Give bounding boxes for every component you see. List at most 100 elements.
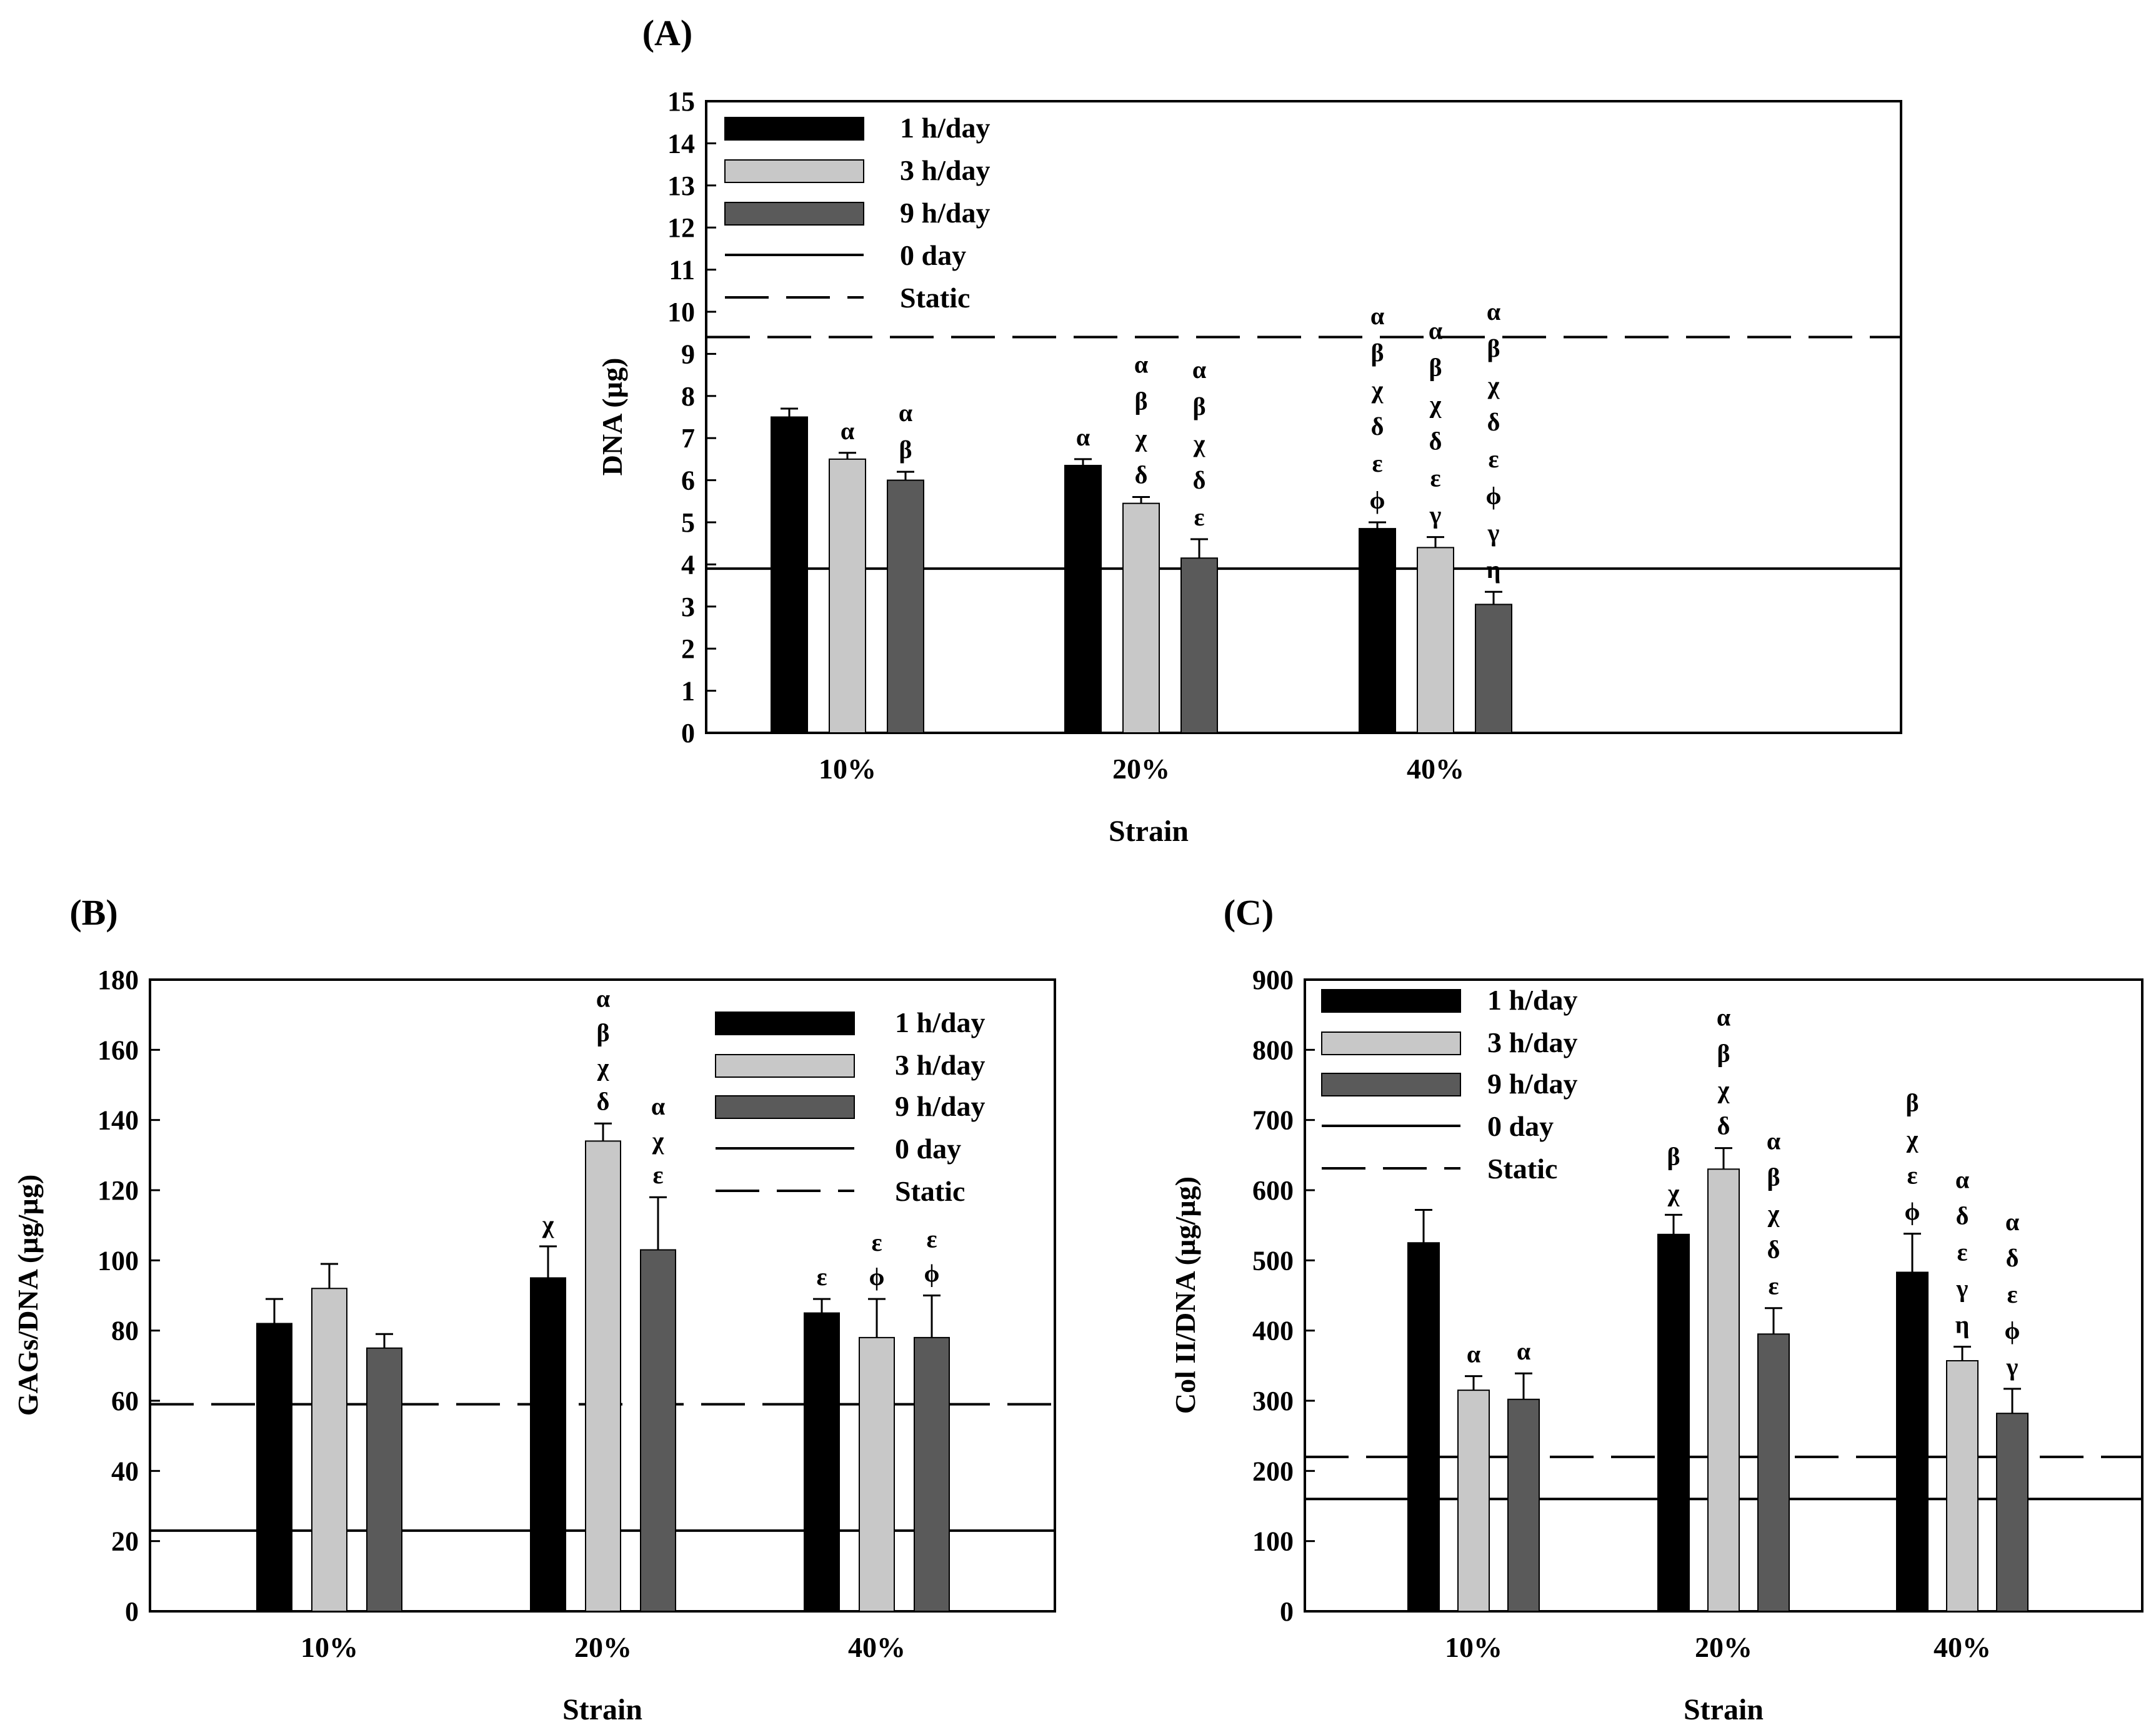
annotation-a-1-1-1: β bbox=[1134, 387, 1147, 415]
legend-label-b-4: 0 day bbox=[895, 1133, 961, 1165]
legend-swatch-b-1 bbox=[715, 1012, 855, 1035]
legend-label-c-5: Static bbox=[1487, 1153, 1557, 1185]
legend-label-c-1: 1 h/day bbox=[1487, 984, 1577, 1016]
y-tick-label-c-6: 600 bbox=[1252, 1175, 1294, 1206]
x-axis-label-b: Strain bbox=[562, 1693, 642, 1726]
bar-c-1-1 bbox=[1707, 1168, 1740, 1613]
y-tick-label-c-8: 800 bbox=[1252, 1035, 1294, 1065]
annotation-c-1-2-4: ε bbox=[1768, 1272, 1779, 1300]
annotation-b-1-1-2: χ bbox=[597, 1053, 609, 1081]
y-tick-label-c-0: 0 bbox=[1280, 1596, 1294, 1627]
bar-c-2-0 bbox=[1896, 1271, 1929, 1613]
legend-swatch-a-1 bbox=[724, 117, 864, 141]
annotation-a-2-0-2: χ bbox=[1371, 375, 1384, 404]
y-axis-b: GAGs/DNA (µg/µg) bbox=[12, 1175, 44, 1416]
annotation-c-1-2-1: β bbox=[1767, 1163, 1780, 1191]
y-tick-label-a-0: 0 bbox=[681, 718, 695, 748]
y-tick-label-b-9: 180 bbox=[97, 965, 139, 995]
bar-a-2-1 bbox=[1417, 547, 1454, 733]
category-labels-a: 10% 20% 40% bbox=[819, 753, 1464, 785]
legend-label-c-3: 9 h/day bbox=[1487, 1068, 1577, 1100]
annotation-b-1-0-0: χ bbox=[542, 1210, 554, 1238]
bar-b-2-2 bbox=[914, 1336, 950, 1612]
annotation-b-1-1-3: δ bbox=[597, 1087, 610, 1115]
annotation-a-1-2-1: β bbox=[1192, 392, 1205, 420]
bar-c-2-2 bbox=[1996, 1413, 2029, 1612]
bar-a-2-0 bbox=[1359, 528, 1396, 733]
annotation-c-2-0-3: ϕ bbox=[1905, 1198, 1920, 1226]
y-tick-label-c-3: 300 bbox=[1252, 1386, 1294, 1416]
legend-swatch-c-2 bbox=[1321, 1032, 1461, 1055]
annotation-c-0-2-0: α bbox=[1517, 1337, 1530, 1365]
plot-frame-a bbox=[705, 100, 1902, 734]
y-tick-label-b-3: 60 bbox=[111, 1386, 139, 1416]
y-tick-label-a-2: 2 bbox=[681, 634, 695, 664]
y-tick-label-a-11: 11 bbox=[669, 255, 695, 286]
y-tick-label-b-8: 160 bbox=[97, 1035, 139, 1065]
legend-label-c-4: 0 day bbox=[1487, 1110, 1554, 1142]
y-ticks-b: 0 20 40 60 80 100 120 140 160 180 bbox=[97, 965, 160, 1627]
y-tick-label-a-3: 3 bbox=[681, 592, 695, 622]
legend-swatch-b-3 bbox=[715, 1095, 855, 1119]
annotation-c-2-0-2: ε bbox=[1907, 1161, 1917, 1190]
legend-label-a-1: 1 h/day bbox=[900, 112, 990, 144]
legend-label-b-5: Static bbox=[895, 1175, 965, 1207]
bar-a-1-1 bbox=[1122, 502, 1160, 733]
category-labels-b: 10% 20% 40% bbox=[301, 1631, 906, 1663]
annotation-b-1-1-0: α bbox=[596, 984, 610, 1012]
category-label-a-1: 20% bbox=[1112, 753, 1170, 785]
legend-label-a-4: 0 day bbox=[900, 239, 966, 271]
y-tick-label-a-15: 15 bbox=[667, 86, 695, 117]
annotation-a-2-2-3: δ bbox=[1487, 408, 1500, 436]
annotation-a-2-1-2: χ bbox=[1429, 390, 1442, 419]
category-labels-c: 10% 20% 40% bbox=[1445, 1631, 1991, 1663]
y-tick-label-b-5: 100 bbox=[97, 1245, 139, 1276]
legend-label-c-2: 3 h/day bbox=[1487, 1027, 1577, 1058]
annotation-b-2-2-1: ϕ bbox=[924, 1260, 940, 1288]
category-label-a-0: 10% bbox=[819, 753, 876, 785]
y-tick-label-c-9: 900 bbox=[1252, 965, 1294, 995]
x-axis-label-c: Strain bbox=[1684, 1693, 1764, 1726]
annotation-c-1-1-1: β bbox=[1717, 1040, 1730, 1068]
annotation-c-2-1-0: α bbox=[1955, 1166, 1969, 1194]
annotation-a-2-2-5: ϕ bbox=[1486, 482, 1502, 510]
y-ticks-c: 0 100 200 300 400 500 600 700 800 900 bbox=[1252, 965, 1315, 1627]
bar-b-0-2 bbox=[366, 1347, 402, 1612]
y-tick-label-b-4: 80 bbox=[111, 1316, 139, 1346]
bar-a-0-0 bbox=[771, 416, 808, 733]
annotation-c-2-2-3: ϕ bbox=[2005, 1316, 2020, 1345]
bar-a-0-1 bbox=[829, 458, 866, 734]
legend-label-a-5: Static bbox=[900, 282, 970, 314]
y-axis-a: DNA (µg) bbox=[596, 358, 628, 476]
annotation-a-2-0-3: δ bbox=[1371, 412, 1384, 440]
bar-a-1-0 bbox=[1064, 465, 1102, 733]
legend-label-b-1: 1 h/day bbox=[895, 1007, 985, 1038]
y-axis-label-a: DNA (µg) bbox=[596, 358, 628, 476]
annotation-a-2-2-0: α bbox=[1487, 297, 1500, 326]
y-tick-label-c-1: 100 bbox=[1252, 1526, 1294, 1557]
chart-panel-b: (B) GAGs/DNA (µg/µg) 0 20 40 60 80 100 120 140 1… bbox=[12, 892, 1056, 1726]
annotation-a-2-0-5: ϕ bbox=[1370, 486, 1385, 514]
annotation-a-2-1-5: γ bbox=[1429, 501, 1442, 529]
category-label-b-0: 10% bbox=[301, 1631, 358, 1663]
legend-label-b-2: 3 h/day bbox=[895, 1049, 985, 1081]
bar-a-2-2 bbox=[1475, 604, 1512, 733]
y-tick-label-b-2: 40 bbox=[111, 1456, 139, 1486]
annotation-c-2-1-4: η bbox=[1955, 1311, 1970, 1339]
legend-label-b-3: 9 h/day bbox=[895, 1090, 985, 1122]
category-label-a-2: 40% bbox=[1407, 753, 1464, 785]
annotation-a-0-1-0: α bbox=[841, 417, 854, 445]
annotation-b-2-1-1: ϕ bbox=[869, 1263, 885, 1291]
legend-label-a-3: 9 h/day bbox=[900, 197, 990, 229]
y-tick-label-a-6: 6 bbox=[681, 465, 695, 496]
bar-b-2-1 bbox=[859, 1336, 895, 1612]
category-label-c-2: 40% bbox=[1934, 1631, 1991, 1663]
annotation-a-1-1-3: δ bbox=[1135, 461, 1148, 489]
bar-b-1-1 bbox=[585, 1140, 621, 1613]
annotation-c-1-1-0: α bbox=[1717, 1003, 1730, 1032]
bar-a-1-2 bbox=[1180, 557, 1218, 733]
legend-label-a-2: 3 h/day bbox=[900, 154, 990, 186]
y-tick-label-a-4: 4 bbox=[681, 549, 695, 580]
